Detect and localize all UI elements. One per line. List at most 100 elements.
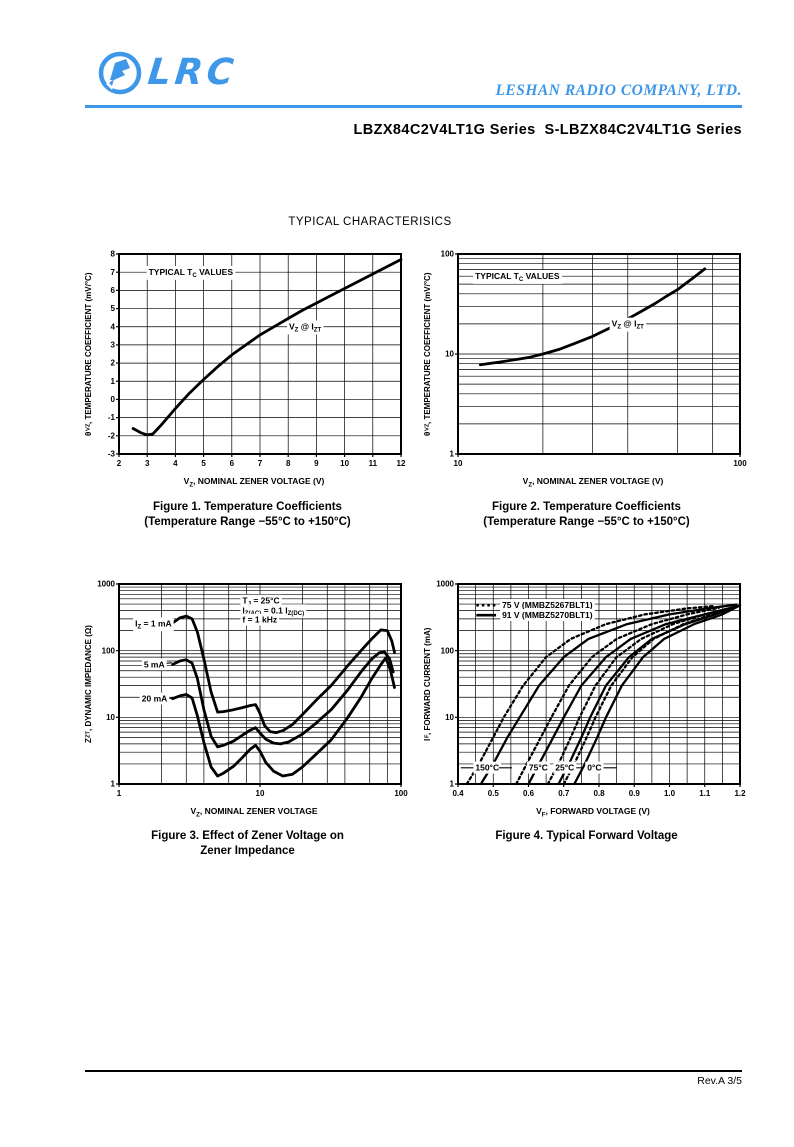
svg-text:IZ = 1 mA: IZ = 1 mA <box>135 618 172 630</box>
svg-text:8: 8 <box>111 250 116 259</box>
svg-text:0.5: 0.5 <box>488 789 500 798</box>
svg-text:91 V (MMBZ5270BLT1): 91 V (MMBZ5270BLT1) <box>502 610 593 620</box>
figure-1-caption: Figure 1. Temperature Coefficients (Temp… <box>82 500 413 530</box>
svg-text:10: 10 <box>454 459 463 468</box>
svg-text:5 mA: 5 mA <box>144 659 165 669</box>
svg-text:5: 5 <box>111 304 116 313</box>
figure-2-subtitle: (Temperature Range −55°C to +150°C) <box>483 515 690 528</box>
svg-text:11: 11 <box>369 459 378 468</box>
figure-3-y-axis-label: Z ZT, DYNAMIC IMPEDANCE (Ω) <box>84 624 93 743</box>
figure-2-title: Figure 2. Temperature Coefficients <box>492 500 681 513</box>
svg-text:2: 2 <box>117 459 122 468</box>
svg-text:f = 1 kHz: f = 1 kHz <box>242 614 277 624</box>
svg-text:3: 3 <box>111 341 116 350</box>
svg-text:1.0: 1.0 <box>664 789 676 798</box>
revision-text: Rev.A 3/5 <box>697 1075 742 1087</box>
svg-text:1.1: 1.1 <box>699 789 711 798</box>
svg-text:3: 3 <box>145 459 150 468</box>
svg-text:150°C: 150°C <box>475 762 499 772</box>
svg-text:9: 9 <box>314 459 319 468</box>
svg-text:0: 0 <box>111 395 116 404</box>
svg-text:10: 10 <box>256 789 265 798</box>
svg-text:VZ @ IZT: VZ @ IZT <box>289 322 322 334</box>
svg-text:0.9: 0.9 <box>629 789 641 798</box>
figure-2-y-axis-label: θ VZ, TEMPERATURE COEFFICIENT (mV/°C) <box>423 272 432 436</box>
svg-text:10: 10 <box>340 459 349 468</box>
svg-text:75 V (MMBZ5267BLT1): 75 V (MMBZ5267BLT1) <box>502 600 593 610</box>
svg-text:0.8: 0.8 <box>593 789 605 798</box>
svg-text:100: 100 <box>441 646 455 655</box>
svg-text:10: 10 <box>445 350 454 359</box>
svg-text:100: 100 <box>102 646 116 655</box>
figure-1-title: Figure 1. Temperature Coefficients <box>153 500 342 513</box>
svg-text:100: 100 <box>394 789 408 798</box>
figure-3-caption: Figure 3. Effect of Zener Voltage on Zen… <box>82 829 413 859</box>
company-name: LESHAN RADIO COMPANY, LTD. <box>495 82 742 99</box>
svg-text:100: 100 <box>441 250 455 259</box>
section-title: TYPICAL CHARACTERISICS <box>288 216 452 228</box>
header-row: LRC LESHAN RADIO COMPANY, LTD. <box>85 50 742 102</box>
figure-1-plotwrap: θ VZ, TEMPERATURE COEFFICIENT (mV/°C) 2 3 4… <box>82 246 413 479</box>
svg-text:5: 5 <box>201 459 206 468</box>
svg-text:1: 1 <box>111 377 116 386</box>
svg-text:4: 4 <box>173 459 178 468</box>
header: LRC LESHAN RADIO COMPANY, LTD. LBZX84C2V… <box>85 50 742 138</box>
svg-text:1.2: 1.2 <box>734 789 746 798</box>
figure-2: θ VZ, TEMPERATURE COEFFICIENT (mV/°C) 10 1… <box>421 246 752 530</box>
figure-4-plot: 0.4 0.5 0.6 0.7 0.8 0.9 1.0 1.1 1.2 1 10 100 1000 75 … <box>436 579 746 798</box>
svg-text:TJ = 25°C: TJ = 25°C <box>242 595 279 607</box>
lrc-emblem-icon <box>98 51 142 95</box>
svg-text:1: 1 <box>117 789 122 798</box>
svg-text:TYPICAL TC VALUES: TYPICAL TC VALUES <box>475 271 560 283</box>
svg-text:-1: -1 <box>108 413 116 422</box>
footer-rule <box>85 1070 742 1072</box>
figure-4-caption: Figure 4. Typical Forward Voltage <box>421 829 752 844</box>
figure-1: θ VZ, TEMPERATURE COEFFICIENT (mV/°C) 2 3 4… <box>82 246 413 530</box>
figure-3-x-axis-label: VZ, NOMINAL ZENER VOLTAGE <box>190 805 318 819</box>
figure-3-title: Figure 3. Effect of Zener Voltage on <box>151 830 344 843</box>
svg-text:6: 6 <box>230 459 235 468</box>
svg-text:10: 10 <box>445 712 454 721</box>
svg-text:6: 6 <box>111 286 116 295</box>
svg-text:1000: 1000 <box>97 579 115 588</box>
svg-text:10: 10 <box>106 712 115 721</box>
svg-text:1: 1 <box>111 779 116 788</box>
svg-text:0.7: 0.7 <box>558 789 570 798</box>
lrc-logo-text: LRC <box>145 52 240 93</box>
svg-text:-3: -3 <box>108 450 116 459</box>
svg-text:1: 1 <box>450 779 455 788</box>
figure-1-subtitle: (Temperature Range −55°C to +150°C) <box>144 515 351 528</box>
svg-text:TYPICAL TC VALUES: TYPICAL TC VALUES <box>149 267 234 279</box>
svg-text:12: 12 <box>397 459 406 468</box>
svg-text:100: 100 <box>733 459 747 468</box>
svg-text:4: 4 <box>111 322 116 331</box>
figure-3: Z ZT, DYNAMIC IMPEDANCE (Ω) 1 10 100 1 10 100 1… <box>82 576 413 860</box>
figure-3-plotwrap: Z ZT, DYNAMIC IMPEDANCE (Ω) 1 10 100 1 10 100 1… <box>82 576 413 809</box>
svg-text:20 mA: 20 mA <box>142 693 168 703</box>
svg-text:VZ @ IZT: VZ @ IZT <box>612 319 645 331</box>
figure-3-subtitle: Zener Impedance <box>200 845 295 858</box>
figure-2-plotwrap: θ VZ, TEMPERATURE COEFFICIENT (mV/°C) 10 1… <box>421 246 752 479</box>
svg-text:0.4: 0.4 <box>452 789 464 798</box>
svg-text:0.6: 0.6 <box>523 789 535 798</box>
figure-4-x-axis-label: VF, FORWARD VOLTAGE (V) <box>536 805 650 819</box>
figure-1-x-axis-label: VZ, NOMINAL ZENER VOLTAGE (V) <box>183 476 325 489</box>
header-rule <box>85 105 742 108</box>
figure-1-y-axis-label: θ VZ, TEMPERATURE COEFFICIENT (mV/°C) <box>84 272 93 436</box>
figure-2-caption: Figure 2. Temperature Coefficients (Temp… <box>421 500 752 530</box>
lrc-logo: LRC <box>97 50 240 96</box>
svg-text:0°C: 0°C <box>587 762 601 772</box>
svg-text:75°C: 75°C <box>529 762 548 772</box>
svg-text:25°C: 25°C <box>555 762 574 772</box>
footer: Rev.A 3/5 <box>85 1070 742 1087</box>
figure-2-x-axis-label: VZ, NOMINAL ZENER VOLTAGE (V) <box>522 476 664 489</box>
svg-text:8: 8 <box>286 459 291 468</box>
charts-grid: θ VZ, TEMPERATURE COEFFICIENT (mV/°C) 2 3 4… <box>82 246 747 860</box>
